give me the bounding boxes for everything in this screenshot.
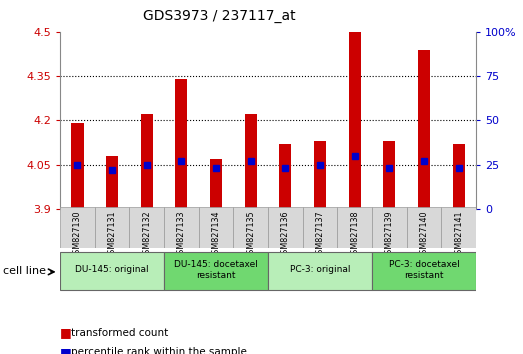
Bar (418, 50, 430, 209)
Text: percentile rank within the sample: percentile rank within the sample (71, 347, 246, 354)
FancyBboxPatch shape (60, 207, 95, 248)
Bar (72, 123, 84, 209)
FancyBboxPatch shape (372, 252, 476, 290)
Text: DU-145: original: DU-145: original (75, 266, 149, 274)
FancyBboxPatch shape (129, 207, 164, 248)
Text: PC-3: original: PC-3: original (290, 266, 350, 274)
FancyBboxPatch shape (337, 207, 372, 248)
Bar (383, 141, 395, 209)
Bar (106, 156, 118, 209)
Text: ■: ■ (60, 326, 72, 339)
Text: GSM827138: GSM827138 (350, 210, 359, 259)
Text: DU-145: docetaxel
resistant: DU-145: docetaxel resistant (174, 260, 258, 280)
FancyBboxPatch shape (60, 252, 164, 290)
FancyBboxPatch shape (164, 252, 268, 290)
FancyBboxPatch shape (95, 207, 129, 248)
Text: GSM827136: GSM827136 (281, 210, 290, 259)
Bar (314, 141, 326, 209)
Bar (245, 114, 257, 209)
FancyBboxPatch shape (164, 207, 199, 248)
FancyBboxPatch shape (268, 252, 372, 290)
Text: transformed count: transformed count (71, 328, 168, 338)
Text: cell line: cell line (3, 266, 46, 276)
Bar (279, 144, 291, 209)
Bar (210, 159, 222, 209)
FancyBboxPatch shape (199, 207, 233, 248)
Bar (452, 144, 464, 209)
Text: GSM827134: GSM827134 (212, 210, 221, 259)
Text: GSM827130: GSM827130 (73, 210, 82, 259)
FancyBboxPatch shape (233, 207, 268, 248)
FancyBboxPatch shape (441, 207, 476, 248)
Text: GSM827133: GSM827133 (177, 210, 186, 259)
Text: GSM827137: GSM827137 (315, 210, 324, 259)
Bar (141, 114, 153, 209)
Bar (175, 79, 187, 209)
Bar (349, 32, 361, 209)
FancyBboxPatch shape (303, 207, 337, 248)
Text: GSM827139: GSM827139 (385, 210, 394, 259)
FancyBboxPatch shape (407, 207, 441, 248)
Text: GSM827131: GSM827131 (108, 210, 117, 259)
Text: ■: ■ (60, 346, 72, 354)
Text: GSM827132: GSM827132 (142, 210, 151, 259)
FancyBboxPatch shape (268, 207, 303, 248)
Text: GSM827135: GSM827135 (246, 210, 255, 259)
Text: GDS3973 / 237117_at: GDS3973 / 237117_at (143, 9, 296, 23)
Text: PC-3: docetaxel
resistant: PC-3: docetaxel resistant (389, 260, 459, 280)
Text: GSM827141: GSM827141 (454, 210, 463, 259)
FancyBboxPatch shape (372, 207, 407, 248)
Text: GSM827140: GSM827140 (419, 210, 428, 259)
